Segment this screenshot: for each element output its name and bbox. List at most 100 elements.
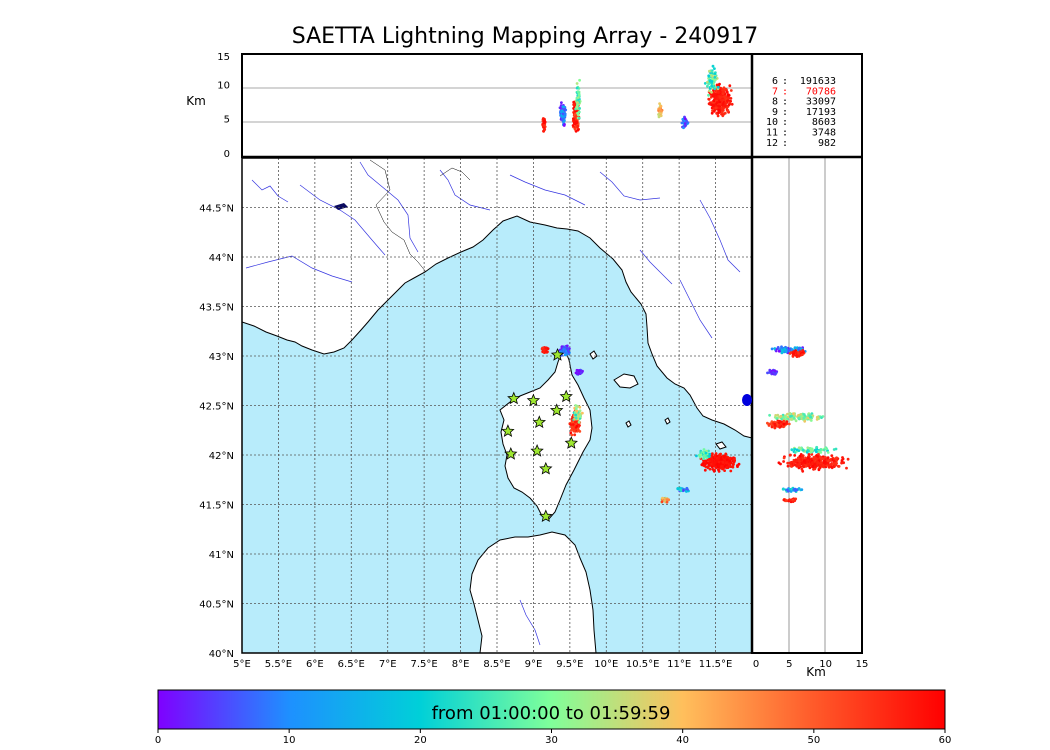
lightning-source — [793, 447, 797, 451]
lightning-source — [543, 127, 547, 131]
lightning-source — [716, 90, 720, 93]
lightning-source — [562, 120, 566, 124]
lightning-source — [788, 412, 792, 415]
lightning-source — [563, 107, 566, 111]
lightning-source — [826, 461, 830, 465]
lightning-source — [797, 416, 801, 419]
lightning-source — [702, 448, 706, 451]
lightning-source — [572, 102, 576, 106]
lightning-source — [833, 461, 837, 465]
lightning-source — [572, 100, 576, 104]
longitude-tick-label: 9.5°E — [556, 659, 583, 670]
lightning-source — [721, 109, 725, 112]
lat-alt-panel-background — [753, 158, 862, 653]
lightning-source — [790, 460, 793, 464]
station-star-icon — [501, 424, 515, 437]
lightning-source — [785, 499, 788, 503]
lightning-source — [575, 82, 579, 85]
longitude-tick-label: 11.5°E — [699, 659, 733, 670]
lightning-source — [797, 449, 801, 452]
colorbar-tick-label: 40 — [676, 735, 689, 746]
lightning-source — [807, 453, 811, 456]
lightning-source — [707, 82, 710, 86]
lightning-source — [679, 488, 683, 492]
lightning-source — [572, 117, 575, 121]
lightning-source — [726, 93, 730, 97]
lightning-source — [816, 415, 820, 419]
lightning-source — [803, 461, 807, 465]
lightning-source — [792, 487, 796, 491]
lightning-source — [710, 111, 714, 115]
lightning-source — [791, 355, 795, 358]
lightning-source — [790, 448, 794, 452]
lightning-source — [737, 462, 741, 466]
lightning-source — [809, 415, 813, 419]
lightning-source — [578, 430, 582, 433]
altitude-lightning-sources — [541, 64, 734, 133]
lightning-source — [578, 405, 582, 409]
lightning-source — [707, 98, 711, 101]
lightning-source — [578, 107, 581, 110]
lightning-source — [722, 86, 726, 90]
longitude-tick-label: 8.5°E — [483, 659, 510, 670]
lightning-source — [576, 103, 579, 107]
lightning-source — [708, 467, 712, 471]
latitude-tick-labels: 44.5°N 44°N 43.5°N 43°N 42.5°N 42°N 41.5°N 41°N… — [199, 204, 234, 661]
lightning-source — [565, 344, 569, 348]
lightning-source — [815, 450, 818, 454]
lightning-source — [728, 84, 732, 88]
longitude-tick-label: 6°E — [306, 659, 324, 670]
lightning-source — [682, 126, 685, 130]
altitude-tick-label: 15 — [217, 52, 230, 63]
lightning-source — [708, 452, 712, 456]
lightning-source — [660, 500, 664, 504]
lightning-source — [717, 464, 721, 467]
lightning-source — [718, 110, 722, 114]
lightning-source — [570, 433, 574, 437]
colorbar-tick-label: 30 — [545, 735, 558, 746]
latitude-tick-label: 43°N — [209, 352, 234, 363]
lightning-source — [795, 488, 799, 492]
lightning-source — [797, 354, 801, 358]
lightning-source — [780, 348, 784, 352]
lightning-source — [710, 452, 714, 456]
lightning-source — [789, 415, 792, 418]
lightning-source — [570, 428, 573, 432]
lightning-source — [814, 456, 818, 460]
lightning-source — [775, 417, 779, 421]
plan-view-map: 5°E 5.5°E 6°E 6.5°E 7°E 7.5°E 8°E 8.5°E 9°E 9.5°E… — [199, 157, 753, 670]
lightning-source — [721, 92, 725, 95]
lightning-source — [767, 424, 771, 427]
lightning-source — [563, 123, 566, 126]
lightning-source — [704, 462, 708, 465]
count-level-label: 7 — [772, 86, 778, 97]
lightning-source — [770, 425, 774, 429]
lightning-source — [834, 463, 837, 467]
latitude-tick-label: 40°N — [209, 649, 234, 660]
lightning-source — [710, 92, 713, 96]
lightning-source — [813, 462, 816, 466]
lightning-source — [725, 466, 728, 470]
count-value: 8603 — [812, 117, 836, 128]
lightning-source — [785, 422, 788, 425]
lightning-source — [563, 348, 567, 351]
latitude-tick-label: 42.5°N — [199, 402, 234, 413]
lightning-source — [822, 448, 826, 452]
lightning-source — [541, 117, 545, 120]
lightning-source — [729, 89, 733, 92]
islet — [625, 420, 632, 428]
lightning-source — [804, 456, 807, 460]
lightning-source — [830, 465, 833, 469]
longitude-tick-label: 7°E — [379, 659, 397, 670]
altitude-tick-label: 0 — [224, 149, 230, 160]
lightning-source — [725, 90, 729, 93]
km-tick-label: 15 — [856, 659, 869, 670]
lightning-source — [845, 466, 848, 470]
lightning-source — [773, 347, 777, 350]
lightning-source — [778, 420, 782, 423]
lightning-source — [573, 433, 577, 437]
station-star-icon — [564, 436, 578, 449]
time-colorbar: from 01:00:00 to 01:59:59 0 10 20 30 40 50 60 — [155, 689, 951, 746]
lightning-source — [789, 453, 792, 457]
lightning-source — [713, 75, 717, 79]
